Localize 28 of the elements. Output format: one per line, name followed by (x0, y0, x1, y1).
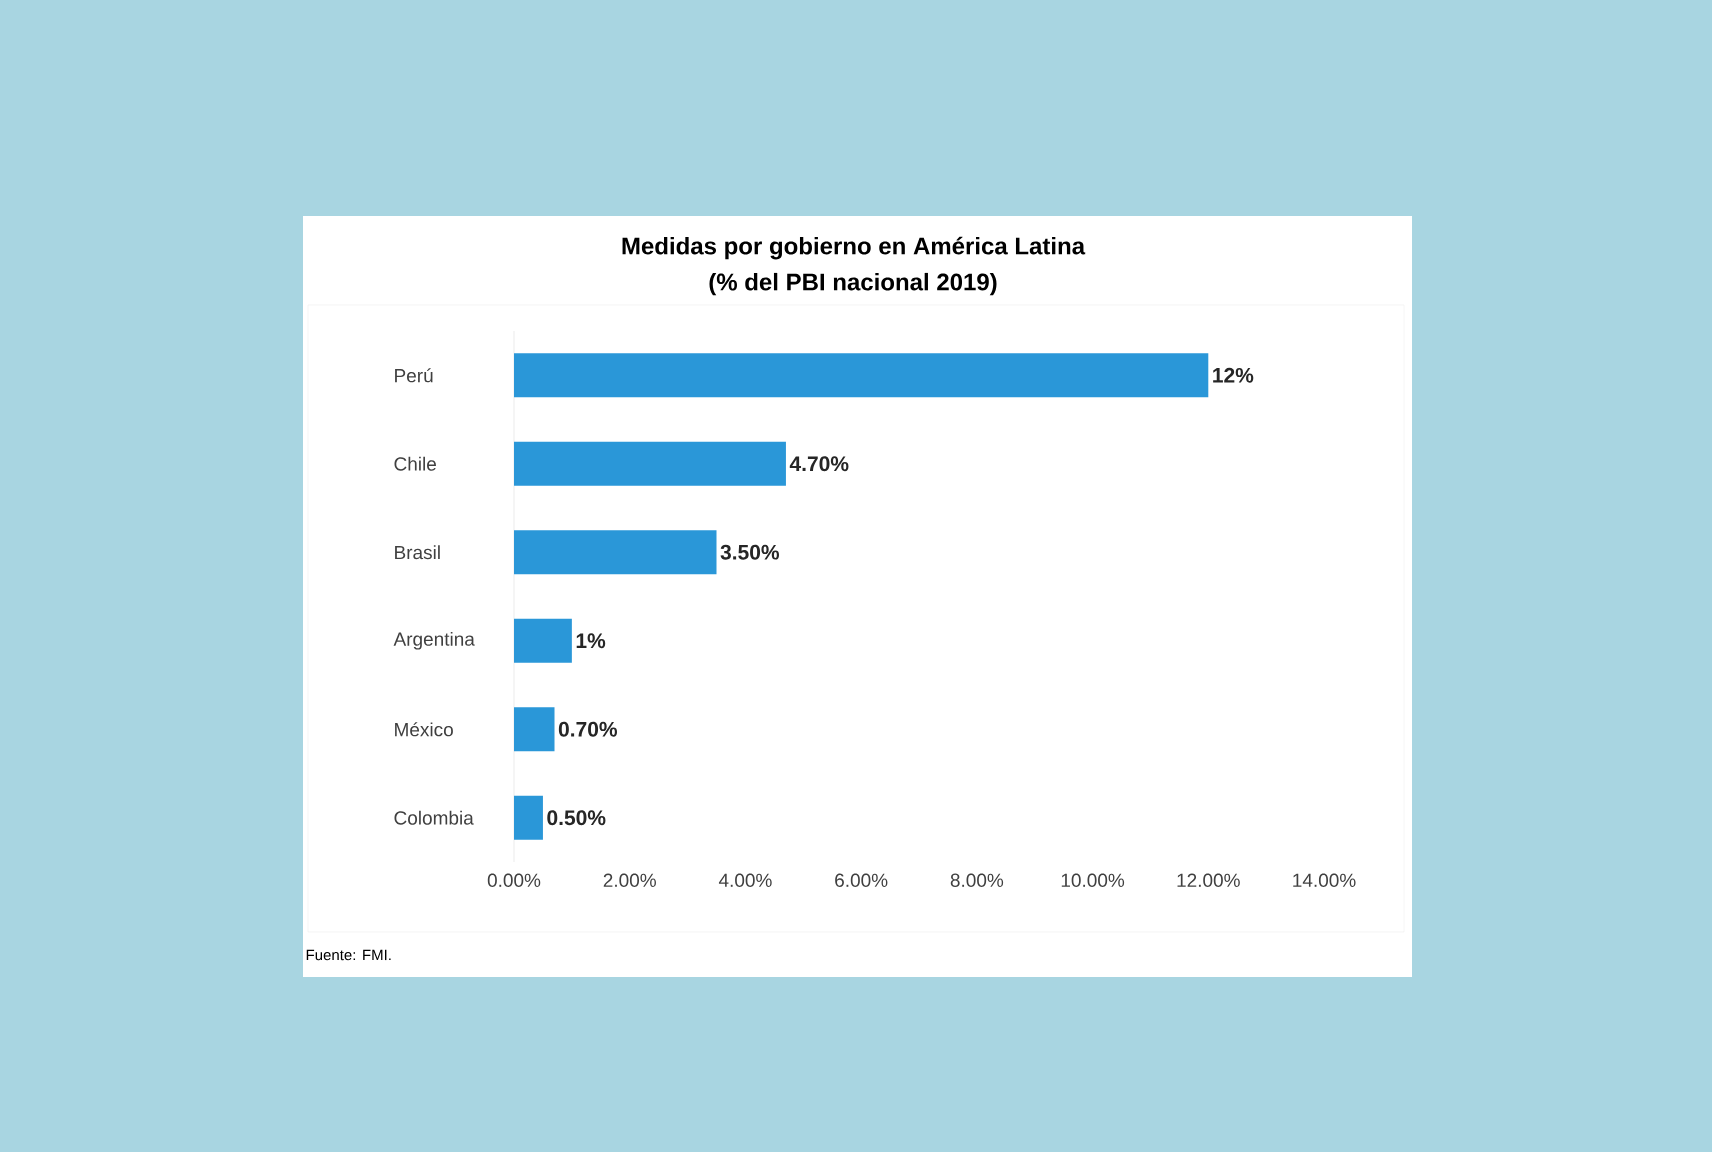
data-label: 1% (576, 633, 606, 649)
y-tick-label: Colombia (394, 810, 474, 825)
source-note: Fuente: FMI. (306, 949, 391, 961)
bar (514, 795, 543, 840)
x-tick-label: 4.00% (718, 873, 772, 887)
data-label: 12% (1213, 367, 1254, 383)
x-tick-label: 0.00% (487, 873, 541, 887)
bar (514, 441, 786, 486)
data-label: 4.70% (789, 456, 849, 472)
x-tick-label: 6.00% (835, 873, 888, 887)
data-label: 0.70% (558, 721, 618, 737)
x-tick-label: 2.00% (603, 873, 656, 887)
y-tick-label: México (395, 722, 453, 737)
y-tick-label: Perú (395, 368, 433, 383)
x-tick-label: 12.00% (1177, 873, 1240, 887)
x-tick-label: 8.00% (950, 873, 1004, 887)
x-tick-label: 14.00% (1293, 873, 1356, 887)
y-tick-label: Brasil (395, 545, 440, 560)
bar (514, 353, 1209, 398)
y-tick-label: Chile (394, 456, 436, 471)
data-label: 3.50% (720, 544, 780, 560)
chart-title: Medidas por gobierno en América Latina (% del PBI nacional 2019) (622, 236, 1086, 296)
y-tick-label: Argentina (393, 631, 475, 650)
bar (514, 707, 555, 752)
bar (514, 530, 717, 575)
bar (514, 618, 572, 663)
data-label: 0.50% (547, 810, 606, 826)
x-tick-label: 10.00% (1061, 873, 1125, 887)
